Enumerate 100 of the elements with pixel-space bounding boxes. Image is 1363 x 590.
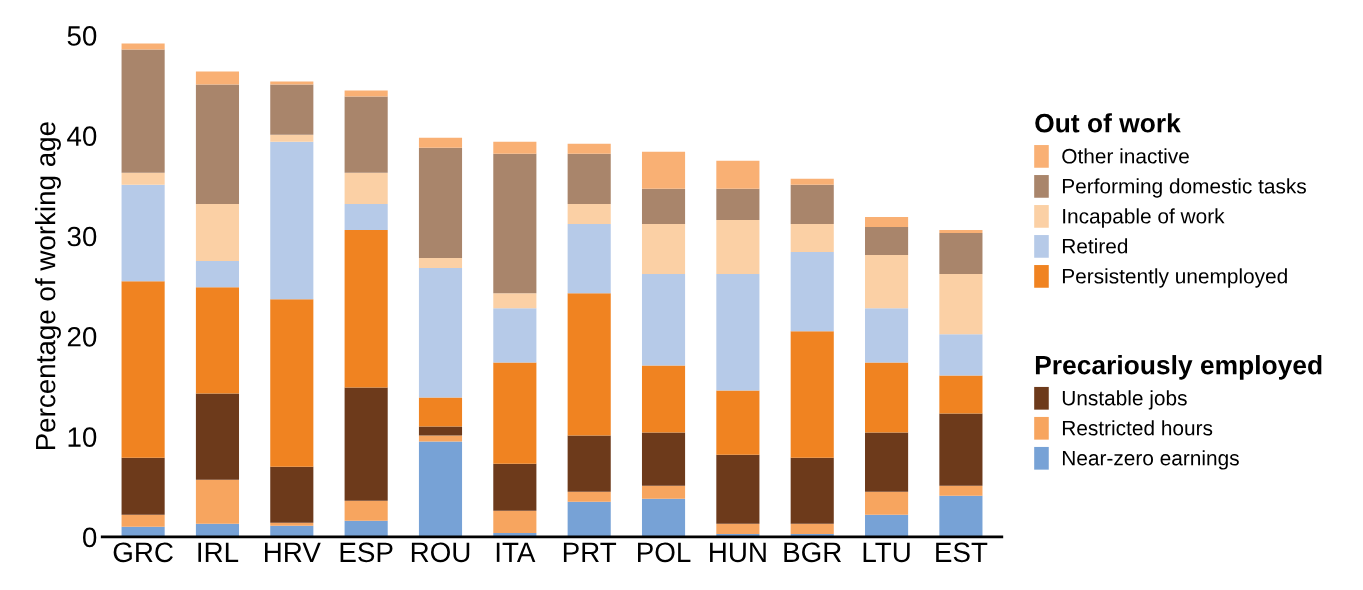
bar	[641, 365, 686, 433]
bar	[567, 153, 611, 204]
y-tick-label: 20	[67, 326, 97, 347]
x-tick-label: LTU	[863, 542, 910, 563]
bar	[121, 514, 165, 527]
bar	[418, 268, 463, 398]
bar	[418, 258, 463, 269]
bar	[493, 362, 537, 464]
bar	[567, 203, 611, 224]
bar	[939, 495, 983, 537]
y-tick-label: 30	[67, 226, 97, 247]
bar	[939, 229, 983, 233]
bar	[790, 184, 834, 224]
bar	[865, 216, 909, 227]
bar	[195, 261, 240, 288]
bar	[567, 435, 611, 492]
bar	[641, 485, 686, 499]
bar	[865, 432, 909, 492]
bar	[939, 274, 983, 335]
bar	[716, 523, 760, 534]
bar	[270, 81, 314, 85]
bar	[418, 426, 463, 436]
bar	[641, 274, 686, 366]
bar	[493, 308, 537, 363]
bar	[567, 491, 611, 502]
bar	[641, 223, 686, 275]
bar	[195, 479, 240, 524]
bar	[865, 226, 909, 256]
y-tick-label: 50	[67, 26, 97, 46]
legend-label: Incapable of work	[1063, 208, 1225, 228]
bar	[121, 281, 165, 458]
bar	[716, 454, 760, 524]
legend-title: Out of work	[1035, 113, 1181, 133]
bar	[270, 522, 314, 526]
bar	[195, 287, 240, 394]
legend-label: Performing domestic tasks	[1062, 178, 1306, 198]
x-tick-label: GRC	[113, 542, 173, 563]
bar	[716, 274, 760, 391]
bar	[790, 252, 834, 332]
bar	[790, 223, 834, 253]
bar	[418, 397, 463, 427]
x-tick-label: ITA	[496, 542, 536, 562]
bar	[641, 498, 686, 537]
bar	[641, 151, 686, 189]
bar	[418, 435, 463, 442]
bar	[344, 387, 388, 501]
bar	[939, 375, 983, 414]
bar	[939, 413, 983, 486]
bar	[344, 90, 388, 97]
x-tick-label: HRV	[265, 542, 321, 562]
bar	[121, 172, 165, 185]
bar	[270, 299, 314, 467]
bar	[493, 141, 537, 154]
bar	[195, 203, 240, 262]
bar	[195, 71, 240, 85]
bar	[567, 293, 611, 436]
y-tick-label: 10	[68, 427, 97, 447]
bar	[418, 147, 463, 259]
bar	[270, 141, 314, 300]
bar	[493, 153, 537, 294]
legend-label: Other inactive	[1062, 148, 1189, 164]
bar	[418, 441, 463, 537]
bar	[493, 510, 537, 533]
bar	[716, 160, 760, 189]
bar	[121, 526, 165, 537]
bar	[270, 84, 314, 135]
y-axis-title: Percentage of working age	[35, 122, 61, 450]
bar	[716, 390, 760, 455]
bar	[270, 134, 314, 142]
bar	[493, 293, 537, 309]
y-tick-label: 0	[83, 527, 97, 548]
bar	[344, 229, 388, 388]
bar	[418, 137, 463, 148]
bar	[344, 203, 388, 230]
bar	[865, 491, 909, 515]
bar	[567, 143, 611, 154]
bar	[939, 232, 983, 275]
bar	[567, 501, 611, 537]
bar	[790, 331, 834, 458]
x-tick-label: ESP	[340, 542, 393, 563]
bar	[641, 188, 686, 224]
bar	[344, 500, 388, 521]
x-tick-label: IRL	[198, 542, 239, 562]
x-tick-label: EST	[936, 542, 988, 563]
bar	[344, 172, 388, 204]
bar	[939, 334, 983, 376]
legend-label: Unstable jobs	[1062, 390, 1187, 410]
bar	[121, 43, 165, 50]
bar	[790, 178, 834, 185]
bar	[270, 466, 314, 523]
bar	[493, 463, 537, 511]
bar	[641, 432, 686, 486]
bar	[790, 457, 834, 524]
x-tick-label: BGR	[784, 542, 842, 563]
bar	[344, 96, 388, 173]
bar	[195, 393, 240, 480]
legend-label: Persistently unemployed	[1062, 268, 1287, 288]
x-tick-label: ROU	[411, 542, 470, 563]
x-tick-label: HUN	[710, 542, 766, 563]
bar	[121, 457, 165, 515]
